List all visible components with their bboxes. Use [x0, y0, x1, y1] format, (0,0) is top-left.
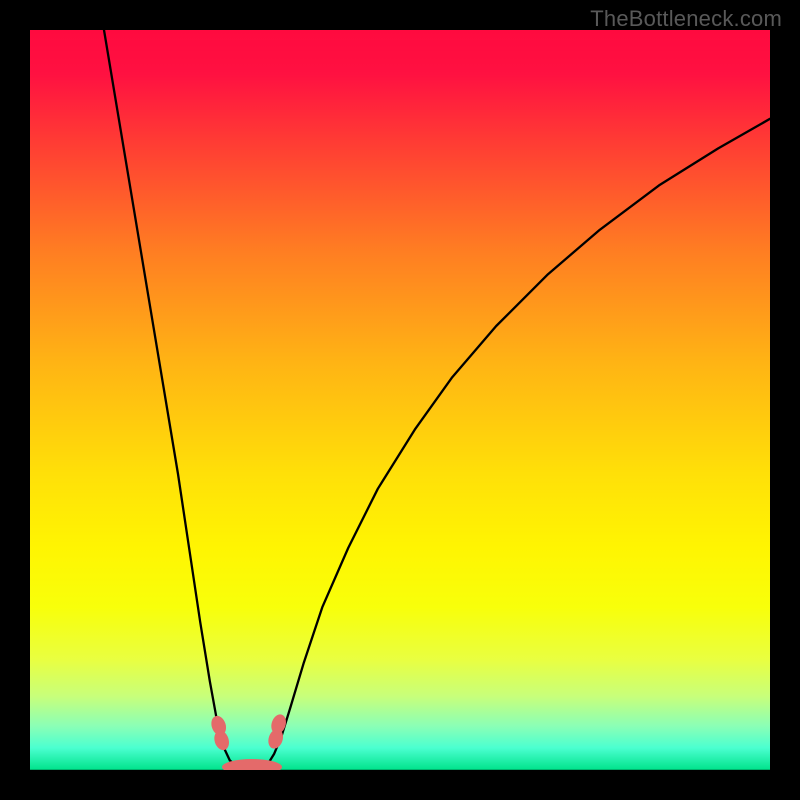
gradient-background: [30, 30, 770, 770]
plot-area: [30, 30, 770, 770]
watermark-text: TheBottleneck.com: [590, 6, 782, 32]
plot-svg: [30, 30, 770, 770]
chart-frame: TheBottleneck.com: [0, 0, 800, 800]
